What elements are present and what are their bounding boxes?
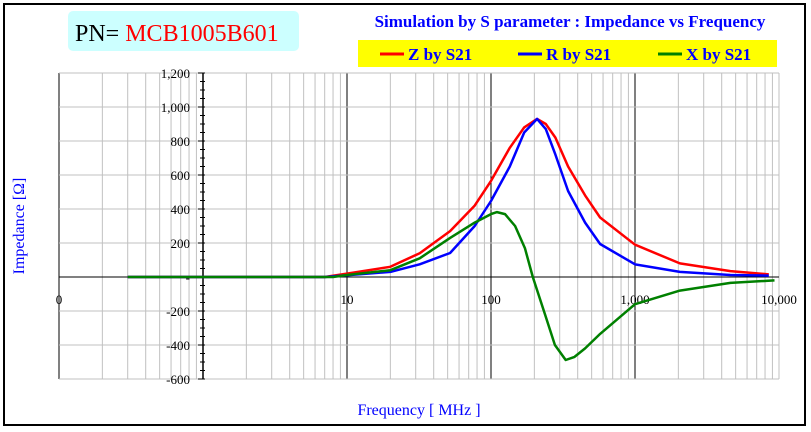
part-number-label: PN= MCB1005B601 bbox=[75, 21, 279, 47]
x-tick-label: 10,000 bbox=[761, 292, 797, 307]
y-tick-label: 1,200 bbox=[161, 66, 190, 81]
chart-border bbox=[3, 3, 806, 426]
series-line-z-by-s21 bbox=[127, 117, 769, 279]
part-number-box bbox=[68, 11, 299, 51]
y-tick-label: 600 bbox=[171, 168, 191, 183]
y-tick-label: 400 bbox=[171, 202, 191, 217]
pn-value: MCB1005B601 bbox=[125, 21, 278, 47]
series-line-r-by-s21 bbox=[127, 117, 769, 279]
legend-label: Z by S21 bbox=[408, 45, 472, 64]
legend-label: R by S21 bbox=[546, 45, 611, 64]
series-line-x-by-s21 bbox=[127, 210, 775, 362]
y-tick-label: 800 bbox=[171, 134, 191, 149]
chart-title: Simulation by S parameter : Impedance vs… bbox=[375, 12, 766, 31]
y-tick-label: 200 bbox=[171, 236, 191, 251]
y-tick-label: 1,000 bbox=[161, 100, 190, 115]
legend bbox=[358, 40, 777, 67]
x-tick-label: 100 bbox=[481, 292, 501, 307]
pn-prefix: PN= bbox=[75, 21, 119, 47]
x-tick-label: 10 bbox=[341, 292, 354, 307]
x-axis-label: Frequency [ MHz ] bbox=[357, 402, 480, 419]
y-tick-label: -400 bbox=[166, 338, 190, 353]
legend-label: X by S21 bbox=[686, 45, 751, 64]
x-tick-label: 0 bbox=[56, 292, 63, 307]
y-tick-label: -200 bbox=[166, 304, 190, 319]
y-axis-label: Impedance [Ω] bbox=[11, 178, 28, 275]
y-tick-label: -600 bbox=[166, 372, 190, 387]
